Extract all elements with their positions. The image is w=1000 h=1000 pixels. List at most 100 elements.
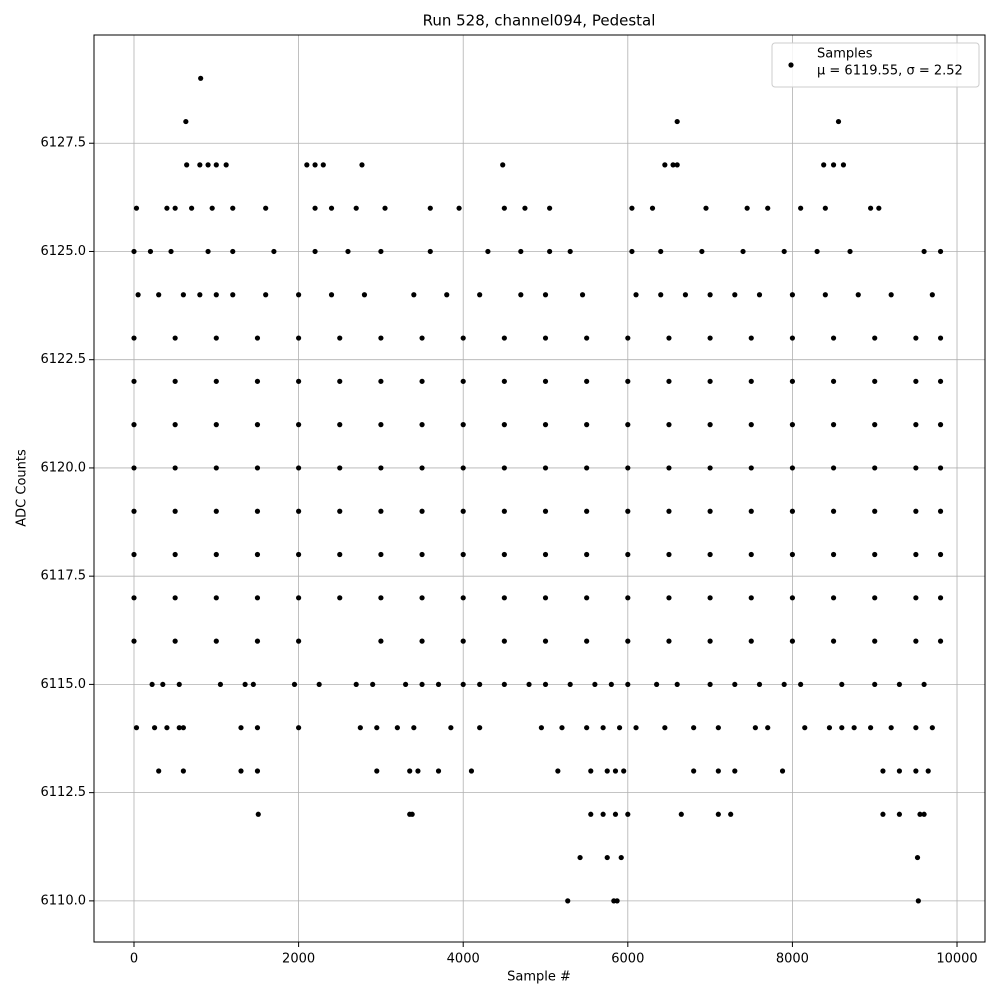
y-axis-label: ADC Counts	[15, 449, 30, 527]
point	[180, 292, 186, 298]
point	[542, 292, 549, 298]
point	[707, 335, 713, 341]
point	[172, 205, 178, 211]
point	[715, 725, 721, 731]
point	[666, 595, 672, 601]
point	[748, 638, 754, 644]
point	[378, 595, 384, 601]
point	[584, 335, 590, 341]
point	[937, 638, 944, 644]
point	[707, 508, 713, 514]
point	[223, 162, 229, 168]
point	[612, 811, 619, 817]
point	[542, 595, 549, 601]
point	[929, 292, 935, 298]
point	[633, 725, 639, 731]
point	[172, 551, 178, 558]
point	[254, 768, 261, 774]
point	[378, 551, 384, 558]
point	[584, 465, 590, 471]
point	[789, 508, 796, 514]
point	[477, 681, 483, 688]
point	[577, 854, 583, 861]
point	[131, 551, 137, 558]
point	[460, 378, 466, 384]
point	[872, 422, 878, 428]
point	[937, 335, 944, 341]
point	[830, 551, 837, 558]
point	[917, 811, 923, 817]
point	[296, 465, 302, 471]
point	[172, 508, 178, 514]
point	[674, 681, 680, 688]
point	[213, 465, 219, 471]
point	[312, 162, 318, 168]
point	[522, 205, 528, 211]
point	[131, 378, 137, 384]
point	[707, 638, 713, 644]
point	[254, 551, 261, 558]
point	[629, 248, 635, 255]
point	[567, 248, 573, 255]
point	[337, 422, 343, 428]
point	[205, 162, 211, 168]
point	[542, 551, 549, 558]
point	[654, 681, 660, 688]
point	[337, 595, 343, 601]
x-tick-label: 8000	[776, 952, 809, 967]
point	[542, 422, 549, 428]
point	[830, 465, 837, 471]
point	[230, 292, 236, 298]
point	[197, 162, 203, 168]
point	[896, 681, 903, 688]
point	[855, 292, 861, 298]
point	[378, 335, 384, 341]
point	[732, 681, 738, 688]
point	[913, 335, 919, 341]
point	[250, 681, 256, 688]
point	[304, 162, 310, 168]
point	[584, 551, 590, 558]
point	[151, 725, 158, 731]
point	[359, 162, 365, 168]
point	[584, 422, 590, 428]
point	[748, 595, 754, 601]
point	[518, 248, 524, 255]
point	[662, 725, 668, 731]
point	[872, 638, 878, 644]
point	[674, 162, 680, 168]
point	[296, 725, 302, 731]
point	[756, 292, 763, 298]
point	[565, 898, 571, 904]
legend-box	[771, 42, 980, 88]
point	[921, 681, 927, 688]
point	[584, 595, 590, 601]
point	[209, 205, 215, 211]
point	[353, 681, 359, 688]
point	[826, 725, 833, 731]
point	[131, 335, 137, 341]
point	[830, 162, 837, 168]
point	[172, 595, 178, 601]
point	[707, 595, 713, 601]
point	[316, 681, 322, 688]
point	[213, 551, 219, 558]
point	[937, 465, 944, 471]
point	[238, 768, 244, 774]
point	[616, 725, 623, 731]
point	[296, 335, 302, 341]
point	[164, 205, 170, 211]
point	[915, 898, 921, 904]
point	[707, 465, 713, 471]
point	[789, 638, 796, 644]
point	[213, 422, 219, 428]
point	[411, 725, 417, 731]
point	[378, 378, 384, 384]
point	[666, 638, 672, 644]
point	[872, 551, 878, 558]
point	[752, 725, 758, 731]
point	[501, 638, 507, 644]
point	[913, 595, 919, 601]
plot-frame	[93, 34, 986, 943]
